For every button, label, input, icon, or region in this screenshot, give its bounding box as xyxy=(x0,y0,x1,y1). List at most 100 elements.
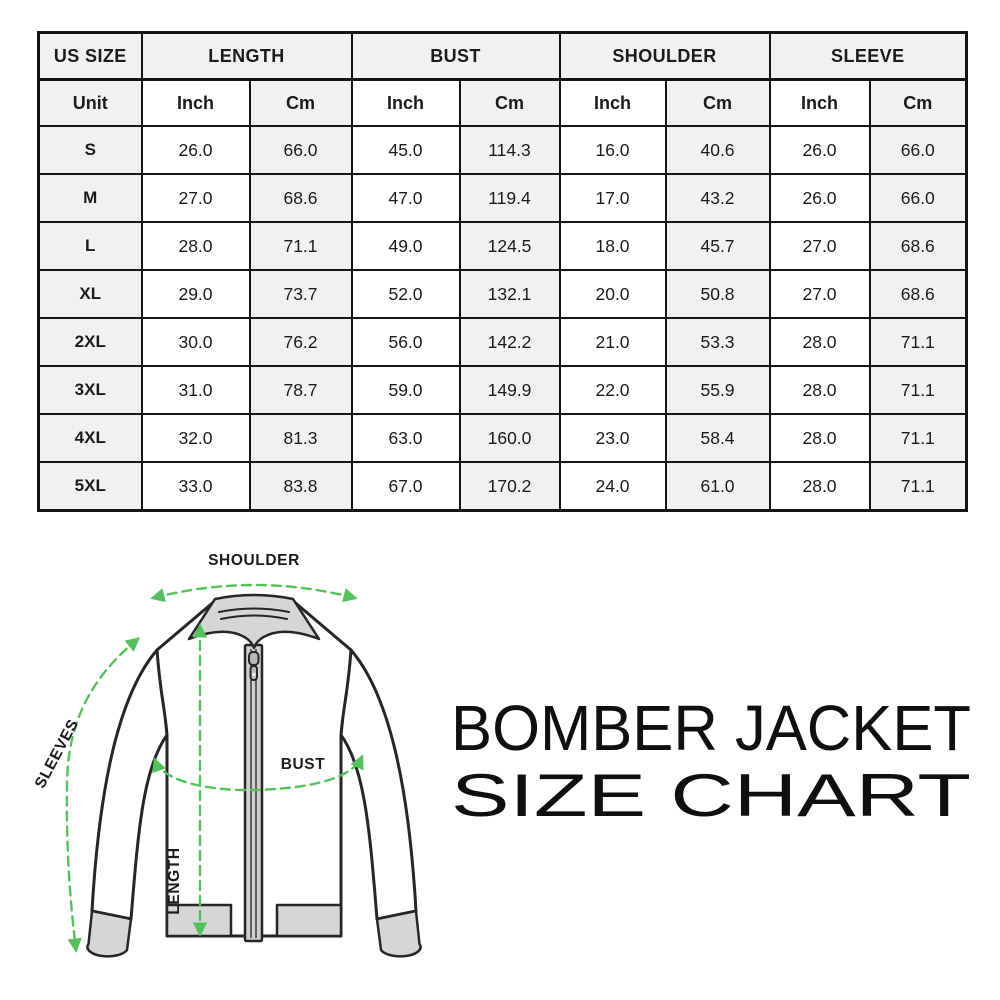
size-cell: 5XL xyxy=(37,461,143,512)
unit-header: Unit xyxy=(37,78,143,127)
size-row-m: M 27.0 68.6 47.0 119.4 17.0 43.2 26.0 66… xyxy=(37,173,968,223)
length-label: LENGTH xyxy=(166,847,183,914)
value-cell: 26.0 xyxy=(768,173,871,223)
value-cell: 67.0 xyxy=(350,461,461,512)
size-row-xl: XL 29.0 73.7 52.0 132.1 20.0 50.8 27.0 6… xyxy=(37,269,968,319)
value-cell: 76.2 xyxy=(248,317,353,367)
unit-header-cm: Cm xyxy=(248,78,353,127)
column-header-shoulder: SHOULDER xyxy=(558,31,771,81)
value-cell: 27.0 xyxy=(768,221,871,271)
jacket-left-cuff xyxy=(86,909,133,958)
column-header-us-size: US SIZE xyxy=(37,31,143,81)
value-cell: 33.0 xyxy=(140,461,251,512)
value-cell: 27.0 xyxy=(768,269,871,319)
value-cell: 28.0 xyxy=(768,461,871,512)
value-cell: 49.0 xyxy=(350,221,461,271)
size-row-l: L 28.0 71.1 49.0 124.5 18.0 45.7 27.0 68… xyxy=(37,221,968,271)
value-cell: 27.0 xyxy=(140,173,251,223)
value-cell: 40.6 xyxy=(664,125,771,175)
unit-header-cm: Cm xyxy=(868,78,968,127)
size-row-s: S 26.0 66.0 45.0 114.3 16.0 40.6 26.0 66… xyxy=(37,125,968,175)
value-cell: 73.7 xyxy=(248,269,353,319)
value-cell: 22.0 xyxy=(558,365,667,415)
value-cell: 71.1 xyxy=(868,317,968,367)
size-table: US SIZE LENGTH BUST SHOULDER SLEEVE Unit… xyxy=(37,31,969,512)
size-row-5xl: 5XL 33.0 83.8 67.0 170.2 24.0 61.0 28.0 … xyxy=(37,461,968,512)
size-cell: 4XL xyxy=(37,413,143,463)
sleeves-label: SLEEVES xyxy=(32,716,83,791)
jacket-waistband-right xyxy=(275,903,343,938)
value-cell: 30.0 xyxy=(140,317,251,367)
unit-header-inch: Inch xyxy=(140,78,251,127)
value-cell: 119.4 xyxy=(458,173,561,223)
sleeves-measure-arrow xyxy=(65,637,141,953)
value-cell: 26.0 xyxy=(768,125,871,175)
value-cell: 160.0 xyxy=(458,413,561,463)
size-row-3xl: 3XL 31.0 78.7 59.0 149.9 22.0 55.9 28.0 … xyxy=(37,365,968,415)
value-cell: 23.0 xyxy=(558,413,667,463)
unit-header-inch: Inch xyxy=(768,78,871,127)
value-cell: 114.3 xyxy=(458,125,561,175)
value-cell: 28.0 xyxy=(140,221,251,271)
value-cell: 24.0 xyxy=(558,461,667,512)
value-cell: 170.2 xyxy=(458,461,561,512)
jacket-zipper xyxy=(243,643,264,943)
column-header-bust: BUST xyxy=(350,31,561,81)
size-cell: L xyxy=(37,221,143,271)
value-cell: 132.1 xyxy=(458,269,561,319)
value-cell: 53.3 xyxy=(664,317,771,367)
bust-measure-arrow xyxy=(152,754,364,792)
size-cell: M xyxy=(37,173,143,223)
value-cell: 28.0 xyxy=(768,365,871,415)
size-row-2xl: 2XL 30.0 76.2 56.0 142.2 21.0 53.3 28.0 … xyxy=(37,317,968,367)
value-cell: 56.0 xyxy=(350,317,461,367)
value-cell: 31.0 xyxy=(140,365,251,415)
collar-fold-line xyxy=(218,607,290,613)
value-cell: 149.9 xyxy=(458,365,561,415)
value-cell: 124.5 xyxy=(458,221,561,271)
unit-header-inch: Inch xyxy=(558,78,667,127)
value-cell: 52.0 xyxy=(350,269,461,319)
unit-header-cm: Cm xyxy=(458,78,561,127)
value-cell: 18.0 xyxy=(558,221,667,271)
value-cell: 66.0 xyxy=(868,125,968,175)
shoulder-label: SHOULDER xyxy=(208,552,300,569)
value-cell: 68.6 xyxy=(868,221,968,271)
value-cell: 28.0 xyxy=(768,413,871,463)
value-cell: 59.0 xyxy=(350,365,461,415)
value-cell: 71.1 xyxy=(868,461,968,512)
value-cell: 58.4 xyxy=(664,413,771,463)
title-line-1: BOMBER JACKET xyxy=(451,692,971,764)
value-cell: 47.0 xyxy=(350,173,461,223)
jacket-right-cuff xyxy=(375,909,422,958)
collar-fold-line xyxy=(220,614,288,620)
value-cell: 45.7 xyxy=(664,221,771,271)
value-cell: 78.7 xyxy=(248,365,353,415)
value-cell: 55.9 xyxy=(664,365,771,415)
size-cell: S xyxy=(37,125,143,175)
jacket-measurement-diagram: SHOULDER SLEEVES BUST LENGTH xyxy=(32,552,422,958)
size-cell: XL xyxy=(37,269,143,319)
value-cell: 83.8 xyxy=(248,461,353,512)
value-cell: 45.0 xyxy=(350,125,461,175)
value-cell: 71.1 xyxy=(868,413,968,463)
value-cell: 20.0 xyxy=(558,269,667,319)
value-cell: 21.0 xyxy=(558,317,667,367)
size-row-4xl: 4XL 32.0 81.3 63.0 160.0 23.0 58.4 28.0 … xyxy=(37,413,968,463)
column-header-length: LENGTH xyxy=(140,31,353,81)
value-cell: 28.0 xyxy=(768,317,871,367)
value-cell: 32.0 xyxy=(140,413,251,463)
value-cell: 29.0 xyxy=(140,269,251,319)
value-cell: 66.0 xyxy=(868,173,968,223)
value-cell: 50.8 xyxy=(664,269,771,319)
zipper-pull-hole xyxy=(252,672,256,677)
value-cell: 71.1 xyxy=(248,221,353,271)
value-cell: 66.0 xyxy=(248,125,353,175)
unit-header-inch: Inch xyxy=(350,78,461,127)
value-cell: 17.0 xyxy=(558,173,667,223)
value-cell: 71.1 xyxy=(868,365,968,415)
value-cell: 61.0 xyxy=(664,461,771,512)
table-unit-header-row: Unit Inch Cm Inch Cm Inch Cm Inch Cm xyxy=(37,78,968,127)
value-cell: 16.0 xyxy=(558,125,667,175)
